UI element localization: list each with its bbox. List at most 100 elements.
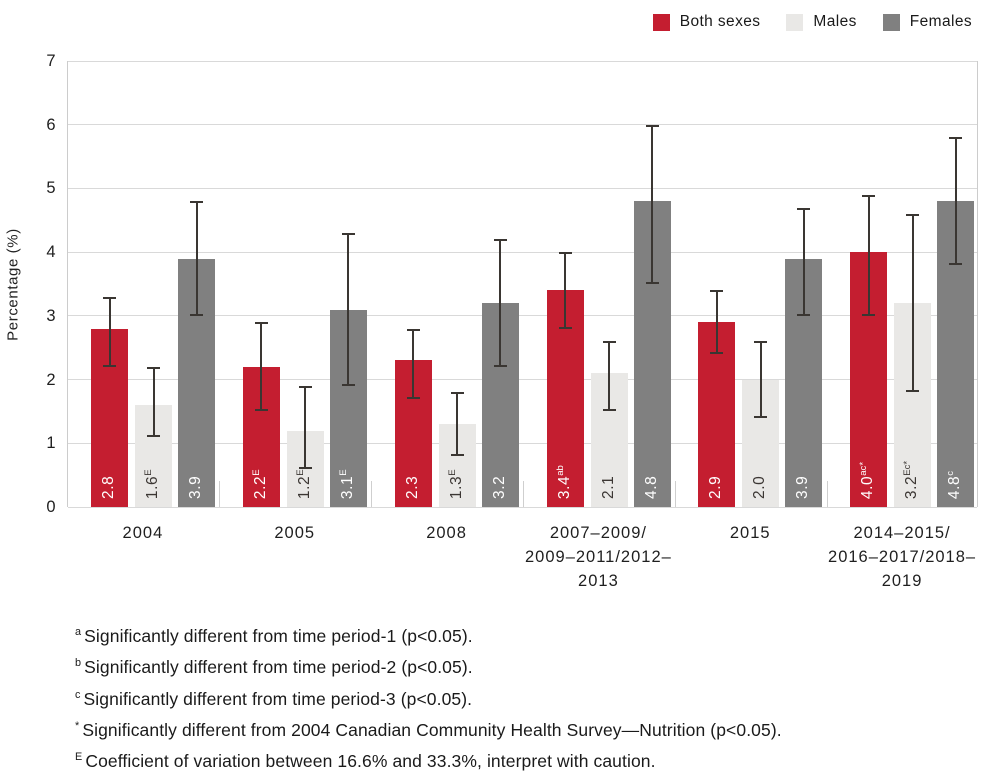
bar-value-label: 2.8 bbox=[100, 475, 117, 499]
x-category-label-line: 2009–2011/2012–2013 bbox=[524, 548, 672, 590]
bar-value-label: 2.3 bbox=[403, 475, 421, 499]
y-axis-title: Percentage (%) bbox=[4, 228, 22, 341]
error-bar-cap bbox=[906, 213, 920, 216]
bar-value-label: 2.2E bbox=[250, 469, 269, 499]
gridline bbox=[68, 60, 977, 62]
error-bar-cap bbox=[190, 313, 203, 316]
x-axis-labels: 2004 2005 2008 2007–2009/2009–2011/2012–201… bbox=[67, 521, 978, 590]
footnote-marker: E bbox=[75, 751, 83, 764]
error-bar-cap bbox=[298, 385, 312, 388]
error-bar-cap bbox=[949, 262, 963, 265]
error-bar-cap bbox=[558, 252, 572, 255]
footnote-marker: * bbox=[75, 719, 80, 732]
legend-item-females: Females bbox=[882, 13, 972, 31]
bar-value-label: 3.2Ec* bbox=[902, 460, 921, 499]
error-bar-cap bbox=[450, 454, 464, 457]
footnote-b: b Significantly different from time perio… bbox=[75, 650, 975, 681]
x-category-label-line: 2015 bbox=[729, 524, 771, 542]
footnotes: a Significantly different from time perio… bbox=[75, 619, 975, 774]
error-bar bbox=[499, 239, 502, 367]
footnote-text: Significantly different from 2004 Canadi… bbox=[82, 719, 782, 740]
x-axis-tick bbox=[219, 481, 221, 507]
gridline bbox=[68, 187, 977, 189]
footnote-text: Significantly different from time period… bbox=[83, 688, 473, 709]
error-bar bbox=[564, 252, 566, 329]
footnote-a: a Significantly different from time perio… bbox=[75, 619, 975, 650]
error-bar-cap bbox=[862, 194, 876, 197]
error-bar-cap bbox=[190, 201, 203, 204]
x-category-label-line: 2008 bbox=[426, 524, 467, 542]
error-bar-cap bbox=[103, 296, 116, 299]
y-tick-label: 4 bbox=[46, 243, 56, 262]
footnote-marker: c bbox=[75, 688, 81, 701]
error-bar-cap bbox=[254, 322, 268, 325]
y-tick-label: 3 bbox=[46, 306, 56, 325]
y-tick-label: 0 bbox=[46, 498, 56, 516]
error-bar-cap bbox=[754, 341, 768, 344]
plot-area: 2.8 2.2E 2.3 3.4ab 2.9 4.0ac* 1.6E 1.2E 1.3E 2.1 2… bbox=[67, 60, 978, 508]
error-bar-cap bbox=[254, 409, 268, 412]
bar-label-flag: Ec* bbox=[902, 460, 913, 476]
error-bar-cap bbox=[406, 396, 420, 399]
error-bar bbox=[304, 385, 307, 469]
x-axis-tick bbox=[674, 481, 676, 507]
y-tick-label: 7 bbox=[46, 52, 56, 70]
y-tick-label: 5 bbox=[46, 179, 56, 198]
error-bar bbox=[802, 207, 805, 316]
error-bar-cap bbox=[862, 313, 876, 316]
bar-label-flag: ac* bbox=[858, 461, 869, 476]
error-bar bbox=[651, 124, 653, 284]
bar-value-label: 1.6E bbox=[142, 469, 161, 499]
legend-label: Both sexes bbox=[679, 13, 761, 30]
bar-label-flag: E bbox=[446, 469, 458, 476]
footnote-text: Coefficient of variation between 16.6% a… bbox=[85, 751, 656, 772]
legend-item-males: Males bbox=[786, 13, 856, 31]
bar-value-label: 3.9 bbox=[187, 475, 204, 499]
error-bar-cap bbox=[710, 352, 724, 355]
gridline bbox=[68, 506, 977, 508]
error-bar-cap bbox=[710, 290, 724, 293]
error-bar bbox=[911, 213, 914, 393]
x-category-label-line: 2004 bbox=[122, 524, 164, 542]
x-category-label: 2014–2015/2016–2017/2018–2019 bbox=[826, 521, 978, 593]
gridline bbox=[68, 442, 977, 444]
bar-value-label: 2.1 bbox=[599, 475, 617, 499]
bar-label-flag: E bbox=[337, 469, 349, 476]
x-axis-tick bbox=[523, 481, 524, 507]
error-bar-cap bbox=[341, 233, 355, 236]
footnote-E: E Coefficient of variation between 16.6% … bbox=[75, 744, 975, 774]
error-bar-cap bbox=[797, 313, 811, 316]
error-bar bbox=[412, 328, 415, 399]
x-category-label: 2015 bbox=[674, 521, 826, 545]
bar-value-label: 3.4ab bbox=[554, 464, 573, 499]
bar-label-flag: E bbox=[294, 469, 306, 476]
error-bar-cap bbox=[341, 383, 355, 386]
gridline bbox=[68, 315, 977, 317]
bar-label-flag: ab bbox=[554, 464, 566, 476]
y-tick-label: 1 bbox=[46, 434, 56, 453]
x-category-label: 2008 bbox=[371, 521, 523, 545]
error-bar bbox=[456, 392, 459, 457]
error-bar-cap bbox=[450, 392, 464, 395]
x-category-label-line: 2014–2015/ bbox=[853, 524, 951, 542]
error-bar bbox=[867, 194, 870, 316]
gridline bbox=[68, 124, 977, 126]
error-bar-cap bbox=[754, 415, 768, 418]
bar-value-label: 4.8 bbox=[642, 475, 660, 499]
males-swatch-icon bbox=[786, 13, 804, 31]
error-bar-cap bbox=[147, 366, 160, 369]
error-bar-cap bbox=[298, 466, 312, 469]
footnote-text: Significantly different from time period… bbox=[84, 625, 473, 646]
error-bar-cap bbox=[602, 409, 616, 412]
x-axis-tick bbox=[371, 481, 373, 507]
x-category-label-line: 2007–2009/ bbox=[549, 524, 647, 542]
error-bar bbox=[108, 296, 111, 367]
females-swatch-icon bbox=[882, 13, 900, 31]
bar-value-label: 3.9 bbox=[794, 475, 812, 499]
bar-value-label: 1.2E bbox=[294, 469, 313, 499]
x-category-label-line: 2016–2017/2018–2019 bbox=[828, 548, 977, 590]
legend-label: Males bbox=[813, 13, 857, 30]
bar-value-label: 2.0 bbox=[751, 475, 769, 499]
error-bar bbox=[759, 341, 762, 418]
